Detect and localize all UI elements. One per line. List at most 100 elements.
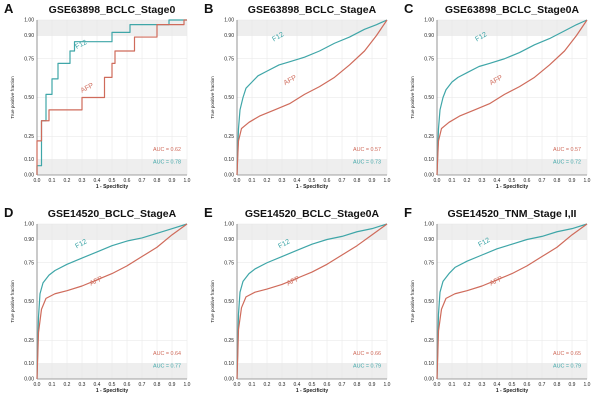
x-tick-label: 0.0: [434, 178, 441, 184]
x-tick-label: 0.6: [324, 382, 331, 388]
y-tick-label: 0.90: [24, 33, 34, 39]
y-tick-label: 0.10: [224, 361, 234, 367]
x-tick-label: 0.7: [139, 178, 146, 184]
y-axis-label: True positive fraction: [10, 76, 15, 119]
x-tick-label: 0.1: [249, 178, 256, 184]
y-tick-label: 0.90: [224, 33, 234, 39]
x-axis-label: 1 - Specificity: [296, 184, 328, 190]
y-axis-label: True positive fraction: [410, 280, 415, 323]
y-tick-label: 0.00: [424, 173, 434, 179]
x-tick-label: 0.3: [79, 178, 86, 184]
x-tick-label: 0.4: [94, 382, 101, 388]
x-tick-label: 1.0: [184, 178, 191, 184]
panel-letter: E: [204, 205, 213, 220]
x-tick-label: 0.1: [449, 178, 456, 184]
curve-label-afp: AFP: [489, 74, 505, 87]
y-tick-label: 0.50: [24, 299, 34, 305]
x-tick-label: 0.2: [264, 382, 271, 388]
auc-f12: AUC = 0.78: [153, 159, 181, 165]
y-tick-label: 0.25: [24, 338, 34, 344]
x-tick-label: 0.0: [434, 382, 441, 388]
y-axis-label: True positive fraction: [210, 76, 215, 119]
x-tick-label: 0.2: [64, 382, 71, 388]
roc-curve-afp: [236, 19, 388, 176]
panel-letter: F: [404, 205, 412, 220]
x-tick-label: 0.3: [279, 178, 286, 184]
x-tick-label: 0.3: [479, 178, 486, 184]
x-tick-label: 0.8: [354, 382, 361, 388]
x-tick-label: 0.9: [569, 382, 576, 388]
y-tick-label: 0.25: [424, 338, 434, 344]
panel-title: GSE14520_BCLC_StageA: [48, 208, 177, 220]
y-axis-label: True positive fraction: [10, 280, 15, 323]
x-tick-label: 0.5: [309, 178, 316, 184]
auc-f12: AUC = 0.72: [553, 159, 581, 165]
y-tick-label: 0.90: [424, 237, 434, 243]
y-tick-label: 0.10: [224, 157, 234, 163]
x-axis-label: 1 - Specificity: [96, 388, 128, 394]
y-tick-label: 0.90: [224, 237, 234, 243]
auc-afp: AUC = 0.65: [553, 351, 581, 357]
x-tick-label: 0.5: [509, 382, 516, 388]
roc-curve-f12: [236, 19, 388, 176]
y-tick-label: 0.75: [424, 56, 434, 62]
y-tick-label: 0.90: [24, 237, 34, 243]
x-tick-label: 0.5: [109, 178, 116, 184]
y-tick-label: 1.00: [24, 222, 34, 228]
x-tick-label: 0.4: [294, 178, 301, 184]
panel-letter: A: [4, 1, 14, 16]
x-tick-label: 0.9: [369, 178, 376, 184]
y-axis-label: True positive fraction: [410, 76, 415, 119]
x-tick-label: 0.9: [169, 178, 176, 184]
roc-curve-afp: [436, 223, 588, 380]
x-tick-label: 0.6: [524, 178, 531, 184]
panel-letter: B: [204, 1, 213, 16]
auc-afp: AUC = 0.57: [553, 147, 581, 153]
x-tick-label: 0.3: [479, 382, 486, 388]
y-tick-label: 0.25: [424, 134, 434, 140]
roc-curve-f12: [436, 19, 588, 176]
y-tick-label: 1.00: [224, 18, 234, 24]
x-tick-label: 0.8: [554, 382, 561, 388]
auc-f12: AUC = 0.77: [153, 363, 181, 369]
auc-afp: AUC = 0.66: [353, 351, 381, 357]
x-tick-label: 0.5: [109, 382, 116, 388]
x-tick-label: 0.9: [369, 382, 376, 388]
x-tick-label: 0.4: [94, 178, 101, 184]
x-tick-label: 0.5: [509, 178, 516, 184]
y-tick-label: 0.90: [424, 33, 434, 39]
y-tick-label: 0.00: [424, 377, 434, 383]
panel-c: C GSE63898_BCLC_Stage0A 0.0 0.1 0.2 0.3 0.4 0.5…: [404, 1, 591, 190]
y-tick-label: 0.25: [24, 134, 34, 140]
x-tick-label: 1.0: [584, 382, 591, 388]
auc-f12: AUC = 0.79: [553, 363, 581, 369]
y-tick-label: 0.75: [24, 56, 34, 62]
x-tick-label: 0.7: [539, 178, 546, 184]
x-tick-label: 0.6: [524, 382, 531, 388]
x-tick-label: 0.6: [124, 382, 131, 388]
y-tick-label: 0.75: [224, 260, 234, 266]
roc-curve-afp: [436, 19, 588, 176]
roc-curve-afp: [36, 223, 188, 380]
y-tick-label: 0.25: [224, 338, 234, 344]
x-tick-label: 0.7: [339, 382, 346, 388]
x-tick-label: 0.9: [169, 382, 176, 388]
y-tick-label: 0.25: [224, 134, 234, 140]
x-tick-label: 1.0: [384, 178, 391, 184]
panel-title: GSE63898_BCLC_StageA: [248, 4, 377, 16]
x-tick-label: 0.2: [64, 178, 71, 184]
y-tick-label: 0.75: [224, 56, 234, 62]
y-tick-label: 0.10: [24, 361, 34, 367]
y-tick-label: 0.50: [24, 95, 34, 101]
x-tick-label: 0.6: [324, 178, 331, 184]
auc-f12: AUC = 0.79: [353, 363, 381, 369]
y-tick-label: 0.50: [424, 299, 434, 305]
x-tick-label: 0.1: [49, 178, 56, 184]
x-axis-label: 1 - Specificity: [496, 184, 528, 190]
y-tick-label: 0.00: [224, 377, 234, 383]
x-tick-label: 0.3: [79, 382, 86, 388]
auc-afp: AUC = 0.62: [153, 147, 181, 153]
x-tick-label: 0.7: [339, 178, 346, 184]
